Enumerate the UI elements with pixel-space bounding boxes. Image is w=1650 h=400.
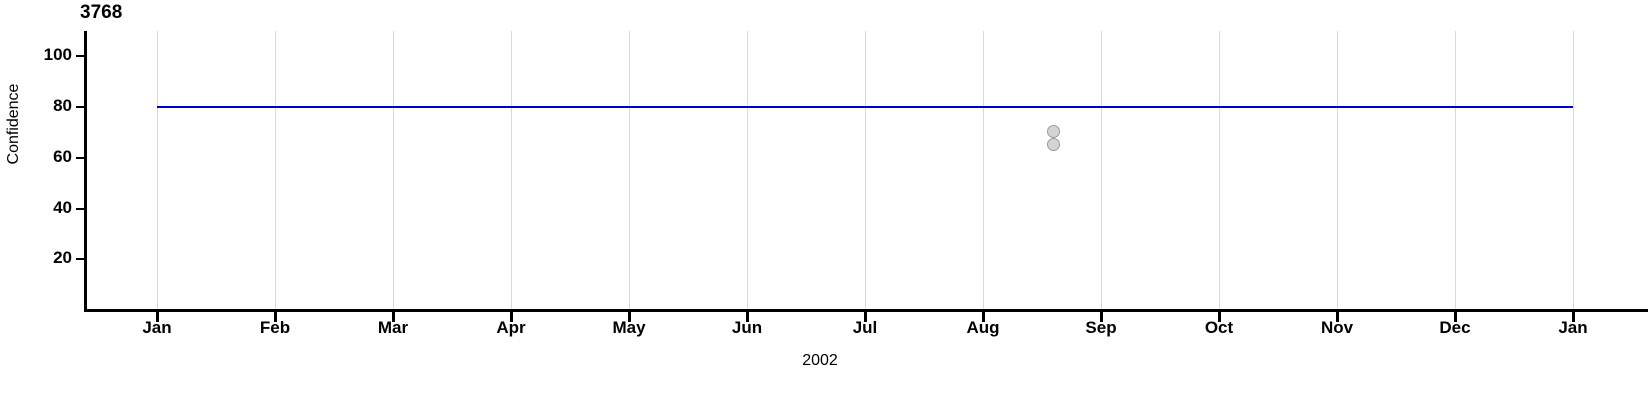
x-tick-label-may-4: May [612, 318, 646, 337]
gridline-oct-9 [1219, 31, 1220, 310]
x-tick-apr-3 [510, 312, 513, 322]
x-tick-label-oct-9: Oct [1204, 318, 1234, 337]
x-axis-line [84, 309, 1648, 312]
x-tick-label-jan-0: Jan [142, 318, 172, 337]
x-tick-label-jul-6: Jul [852, 318, 878, 337]
gridline-apr-3 [511, 31, 512, 310]
gridline-aug-7 [983, 31, 984, 310]
x-tick-label-feb-1: Feb [259, 318, 291, 337]
y-tick-20 [76, 258, 85, 261]
x-tick-label-dec-11: Dec [1439, 318, 1471, 337]
gridline-jan-0 [157, 31, 158, 310]
x-tick-jan-0 [156, 312, 159, 322]
x-tick-dec-11 [1454, 312, 1457, 322]
y-tick-label-20: 20 [53, 248, 72, 268]
y-tick-label-80: 80 [53, 96, 72, 116]
gridline-jan-12 [1573, 31, 1574, 310]
gridline-jun-5 [747, 31, 748, 310]
x-axis-title: 2002 [0, 352, 1650, 370]
x-tick-label-aug-7: Aug [966, 318, 1000, 337]
gridline-nov-10 [1337, 31, 1338, 310]
x-tick-nov-10 [1336, 312, 1339, 322]
y-tick-100 [76, 55, 85, 58]
plot-area [87, 31, 1647, 310]
x-tick-may-4 [628, 312, 631, 322]
x-tick-sep-8 [1100, 312, 1103, 322]
x-tick-label-apr-3: Apr [496, 318, 526, 337]
y-axis-line [84, 31, 87, 312]
x-tick-jun-5 [746, 312, 749, 322]
x-tick-label-sep-8: Sep [1085, 318, 1117, 337]
gridline-may-4 [629, 31, 630, 310]
chart-title: 3768 [80, 2, 123, 23]
x-tick-mar-2 [392, 312, 395, 322]
y-tick-40 [76, 207, 85, 210]
gridline-sep-8 [1101, 31, 1102, 310]
x-tick-jul-6 [864, 312, 867, 322]
x-axis-title-text: 2002 [802, 352, 838, 369]
x-tick-aug-7 [982, 312, 985, 322]
x-tick-oct-9 [1218, 312, 1221, 322]
gridline-jul-6 [865, 31, 866, 310]
y-tick-80 [76, 106, 85, 109]
threshold-line [157, 106, 1573, 109]
data-point-1[interactable] [1046, 138, 1060, 152]
gridline-feb-1 [275, 31, 276, 310]
gridline-dec-11 [1455, 31, 1456, 310]
x-tick-label-mar-2: Mar [377, 318, 409, 337]
y-tick-60 [76, 156, 85, 159]
x-tick-label-jan-12: Jan [1558, 318, 1588, 337]
x-tick-label-jun-5: Jun [731, 318, 763, 337]
x-tick-label-nov-10: Nov [1320, 318, 1354, 337]
gridline-mar-2 [393, 31, 394, 310]
x-tick-jan-12 [1572, 312, 1575, 322]
y-tick-label-100: 100 [43, 45, 72, 65]
data-point-0[interactable] [1046, 125, 1060, 139]
y-tick-label-40: 40 [53, 197, 72, 217]
x-tick-feb-1 [274, 312, 277, 322]
y-tick-label-60: 60 [53, 146, 72, 166]
